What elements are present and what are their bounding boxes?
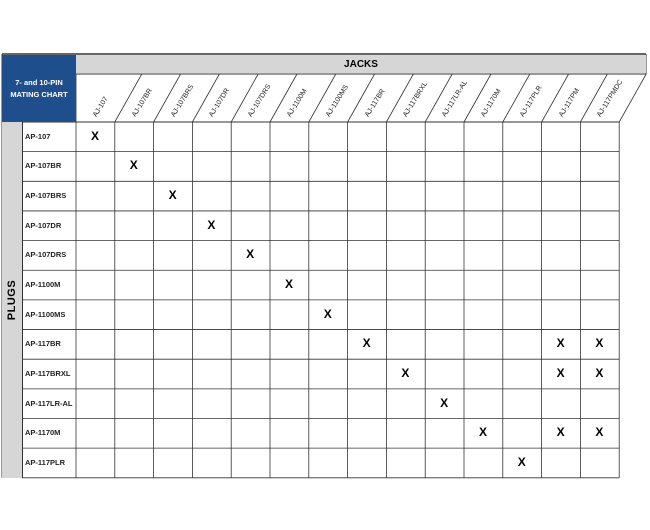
mating-mark: X <box>556 366 565 381</box>
mating-mark: X <box>595 425 604 440</box>
column-divider <box>580 73 608 123</box>
plug-label: AP-117BRXL <box>25 369 71 379</box>
column-divider <box>424 73 453 123</box>
column-divider <box>347 73 375 123</box>
mating-mark: X <box>595 336 604 351</box>
plug-label: AP-107 <box>25 131 51 141</box>
plug-label: AP-107DR <box>25 220 62 230</box>
mating-mark: X <box>556 336 565 351</box>
column-divider <box>114 73 143 123</box>
plug-label: AP-117PLR <box>25 457 66 467</box>
mating-mark: X <box>129 158 138 173</box>
column-divider <box>618 73 647 123</box>
mating-mark: X <box>362 336 371 351</box>
mating-mark: X <box>556 425 565 440</box>
mating-mark: X <box>595 366 604 381</box>
mating-mark: X <box>517 454 526 469</box>
column-divider <box>192 73 220 123</box>
column-divider <box>463 73 492 123</box>
column-divider <box>269 73 298 123</box>
mating-mark: X <box>168 188 177 203</box>
plug-label: AP-117LR-AL <box>25 398 73 408</box>
plugs-label: PLUGS <box>6 279 18 321</box>
mating-mark: X <box>284 277 293 292</box>
plug-label: AP-107BRS <box>25 191 67 201</box>
mating-mark: X <box>478 425 487 440</box>
column-divider <box>502 73 531 123</box>
plugs-header: PLUGS <box>2 122 23 478</box>
plug-label: AP-1100M <box>25 280 61 290</box>
chart-title: 7- and 10-PIN MATING CHART <box>2 55 76 122</box>
plug-label: AP-107BR <box>25 161 62 171</box>
column-divider <box>541 73 569 123</box>
plug-label: AP-1100MS <box>25 309 66 319</box>
mating-mark: X <box>246 247 255 262</box>
mating-mark: X <box>323 306 332 321</box>
mating-mark: X <box>207 217 216 232</box>
mating-mark: X <box>401 366 410 381</box>
column-divider <box>308 73 337 123</box>
column-divider <box>153 73 181 123</box>
plug-label: AP-107DRS <box>25 250 67 260</box>
mating-mark: X <box>90 128 99 143</box>
jacks-header: JACKS <box>76 55 646 73</box>
column-divider <box>230 73 259 123</box>
plug-label: AP-1170M <box>25 428 61 438</box>
column-divider <box>386 73 414 123</box>
mating-mark: X <box>440 395 449 410</box>
plug-label: AP-117BR <box>25 339 61 349</box>
